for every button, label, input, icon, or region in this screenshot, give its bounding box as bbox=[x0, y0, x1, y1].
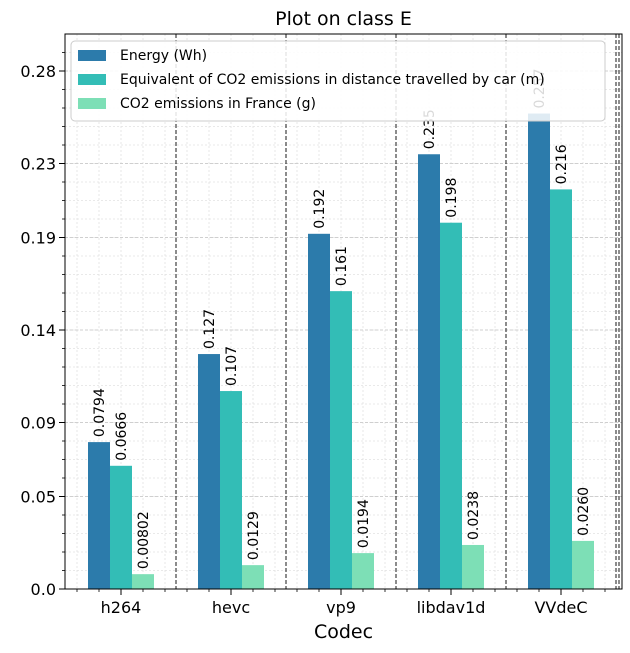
bar bbox=[462, 544, 484, 589]
data-label: 0.198 bbox=[444, 178, 460, 218]
bar bbox=[528, 113, 550, 590]
bar bbox=[550, 189, 572, 589]
bar bbox=[418, 154, 440, 589]
bar bbox=[330, 291, 352, 589]
category-separators bbox=[175, 34, 620, 589]
data-label: 0.00802 bbox=[136, 511, 152, 569]
y-tick-label: 0.23 bbox=[20, 155, 56, 174]
legend-label: CO2 emissions in France (g) bbox=[120, 96, 316, 112]
y-axis: 0.0 0.05 0.09 0.14 0.19 0.23 0.28 bbox=[20, 52, 65, 599]
data-label: 0.0794 bbox=[92, 388, 108, 437]
bar bbox=[572, 540, 594, 589]
bar bbox=[220, 391, 242, 589]
bar bbox=[88, 442, 110, 589]
data-label: 0.161 bbox=[334, 246, 350, 286]
y-tick-label: 0.09 bbox=[20, 414, 56, 433]
bars bbox=[88, 113, 594, 590]
y-tick-label: 0.14 bbox=[20, 321, 56, 340]
x-tick-label: hevc bbox=[212, 598, 250, 617]
y-tick-label: 0.28 bbox=[20, 62, 56, 81]
x-tick-label: libdav1d bbox=[417, 598, 486, 617]
legend-box bbox=[70, 40, 606, 122]
data-label: 0.107 bbox=[224, 346, 240, 386]
x-axis: h264 hevc vp9 libdav1d VVdeC bbox=[76, 589, 606, 617]
bar bbox=[132, 574, 154, 589]
x-tick-label: vp9 bbox=[326, 598, 356, 617]
legend-label: Energy (Wh) bbox=[120, 48, 207, 64]
data-label: 0.0260 bbox=[576, 487, 592, 536]
data-label: 0.0666 bbox=[114, 412, 130, 461]
data-label: 0.0194 bbox=[356, 499, 372, 548]
y-tick-label: 0.19 bbox=[20, 229, 56, 248]
y-tick-label: 0.05 bbox=[20, 488, 56, 507]
legend: Energy (Wh) Equivalent of CO2 emissions i… bbox=[70, 40, 606, 122]
x-tick-label: h264 bbox=[101, 598, 142, 617]
x-axis-label: Codec bbox=[314, 621, 373, 643]
legend-label: Equivalent of CO2 emissions in distance … bbox=[120, 72, 545, 88]
legend-swatch bbox=[78, 50, 106, 61]
data-label: 0.216 bbox=[554, 144, 570, 184]
data-label: 0.0238 bbox=[466, 491, 482, 540]
bar bbox=[198, 354, 220, 589]
data-label: 0.127 bbox=[202, 309, 218, 349]
bar bbox=[308, 233, 330, 590]
chart-title: Plot on class E bbox=[275, 8, 412, 30]
bar bbox=[440, 222, 462, 589]
legend-swatch bbox=[78, 98, 106, 109]
data-label: 0.192 bbox=[312, 189, 328, 229]
data-label: 0.0129 bbox=[246, 511, 262, 560]
bar bbox=[352, 553, 374, 589]
x-tick-label: VVdeC bbox=[534, 598, 587, 617]
legend-swatch bbox=[78, 74, 106, 85]
bar bbox=[110, 465, 132, 589]
y-tick-label: 0.0 bbox=[31, 580, 56, 599]
bar bbox=[242, 565, 264, 589]
